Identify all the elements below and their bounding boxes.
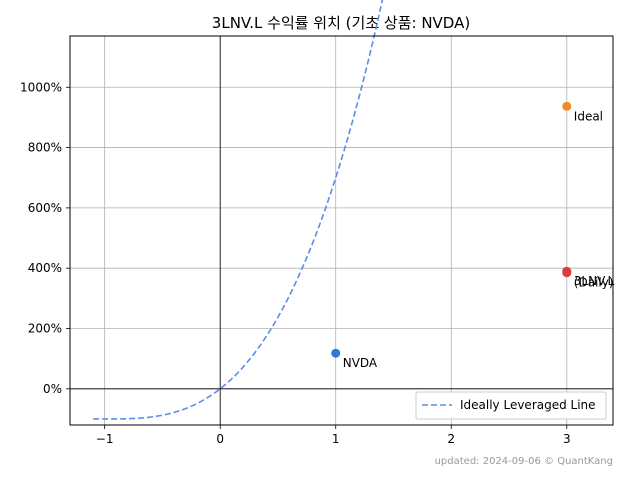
x-axis: −1 0 1 2 3 xyxy=(96,425,571,446)
ideal-leveraged-line xyxy=(93,0,384,420)
point-label: 3LNV.L xyxy=(574,274,615,288)
point-label: NVDA xyxy=(343,356,378,370)
legend-label: Ideally Leveraged Line xyxy=(460,398,596,412)
curve-layer xyxy=(93,0,384,420)
y-tick-label: 400% xyxy=(28,261,62,275)
x-tick-label: 0 xyxy=(216,432,224,446)
point-marker xyxy=(562,101,572,111)
y-axis: 0% 200% 400% 600% 800% 1000% xyxy=(20,80,70,396)
point-marker xyxy=(562,268,572,278)
y-tick-label: 800% xyxy=(28,141,62,155)
points-layer: NVDA Ideal 3LNV.L(Daily) xyxy=(331,101,615,370)
point-label: (Daily) xyxy=(574,276,614,290)
x-tick-label: 3 xyxy=(563,432,571,446)
legend: Ideally Leveraged Line xyxy=(415,391,607,420)
y-tick-label: 0% xyxy=(43,382,62,396)
y-tick-label: 600% xyxy=(28,201,62,215)
zero-lines xyxy=(70,36,613,425)
plot-frame xyxy=(69,35,614,426)
footer-note: updated: 2024-09-06 © QuantKang xyxy=(435,456,613,467)
x-tick-label: −1 xyxy=(96,432,114,446)
chart-title: 3LNV.L 수익률 위치 (기초 상품: NVDA) xyxy=(212,14,470,32)
y-tick-label: 200% xyxy=(28,322,62,336)
x-tick-label: 2 xyxy=(447,432,455,446)
y-tick-label: 1000% xyxy=(20,80,62,94)
x-tick-label: 1 xyxy=(332,432,340,446)
point-label: Ideal xyxy=(574,109,603,123)
legend-box xyxy=(415,391,607,420)
point-marker xyxy=(331,348,341,358)
